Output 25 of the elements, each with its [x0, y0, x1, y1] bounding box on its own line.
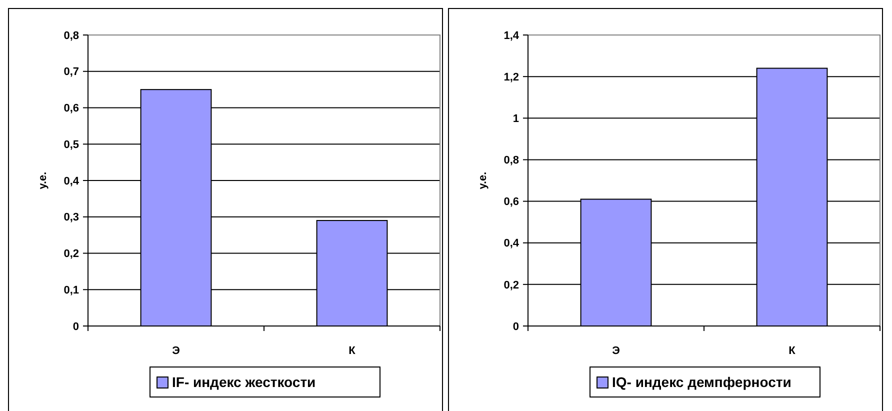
legend-label: IQ- индекс демпферности [612, 374, 792, 390]
x-tick-label: К [348, 345, 356, 357]
y-tick-label: 0,2 [64, 248, 79, 260]
x-tick-label: Э [612, 345, 620, 357]
y-tick-label: 0,1 [64, 284, 79, 296]
y-tick-label: 0 [512, 320, 519, 333]
y-tick-label: 0,4 [64, 175, 80, 188]
y-tick-label: 1,2 [504, 71, 519, 84]
y-tick-label: 0,3 [64, 212, 79, 224]
y-tick-label: 0,8 [504, 154, 519, 167]
y-tick-label: 0,4 [504, 238, 520, 250]
y-tick-label: 0,2 [504, 279, 519, 292]
y-tick-label: 0 [72, 320, 79, 333]
y-tick-label: 0,5 [64, 138, 79, 151]
y-tick-label: 1 [512, 112, 519, 125]
y-tick-label: 1,4 [504, 30, 520, 42]
y-axis-title: у.е. [37, 172, 49, 190]
y-axis-title: у.е. [477, 172, 489, 190]
y-tick-label: 0,6 [64, 102, 79, 115]
legend-label: IF- индекс жесткости [172, 374, 316, 390]
x-tick-label: Э [172, 345, 180, 357]
x-tick-label: К [788, 345, 796, 357]
y-tick-label: 0,6 [504, 196, 519, 208]
y-tick-label: 0,7 [64, 66, 79, 78]
y-tick-label: 0,8 [64, 30, 79, 42]
